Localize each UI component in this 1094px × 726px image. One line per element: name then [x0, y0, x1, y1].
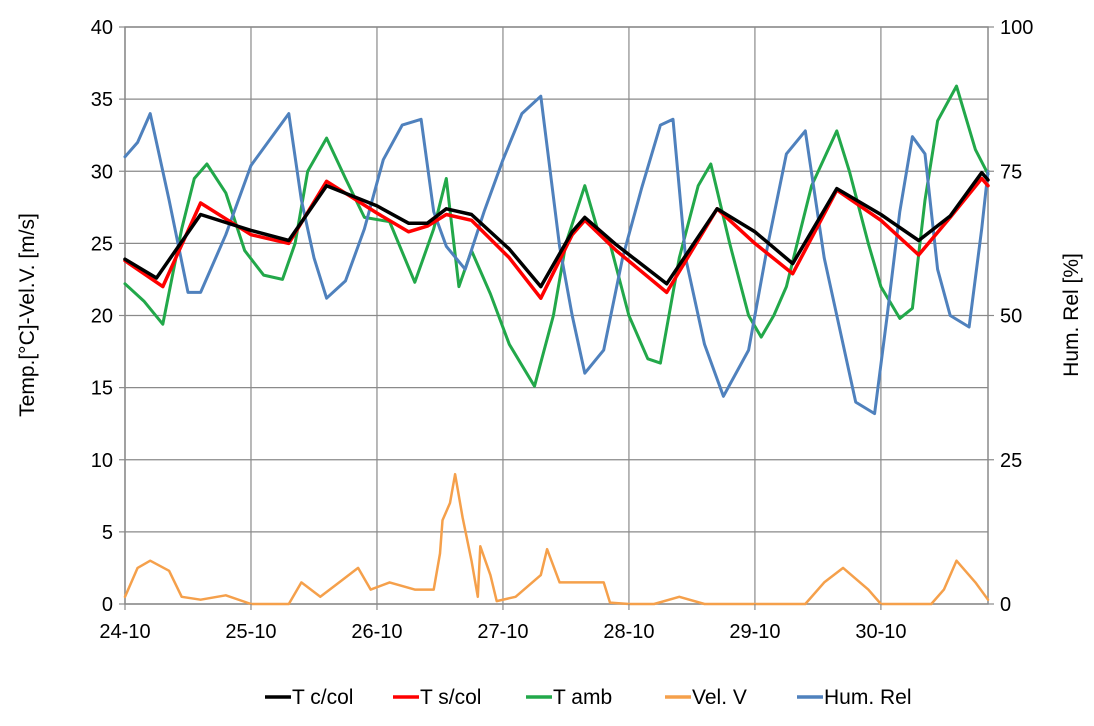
- x-axis-ticks: 24-10 25-10 26-10 27-10 28-10 29-10 30-10: [99, 604, 906, 643]
- left-axis-ticks: 0 5 10 15 20 25 30 35 40: [91, 17, 125, 616]
- legend-label: Hum. Rel: [824, 686, 912, 709]
- series-line-hum-rel: [123, 94, 990, 416]
- right-axis-ticks: 0 25 50 75 100: [988, 17, 1033, 616]
- x-tick-label: 25-10: [225, 621, 276, 643]
- right-tick-label: 50: [1000, 306, 1022, 328]
- left-tick-label: 5: [102, 522, 113, 544]
- right-tick-label: 75: [1000, 161, 1022, 183]
- legend: T c/col T s/col T amb Vel. V Hum. Rel: [265, 686, 912, 709]
- x-tick-label: 26-10: [351, 621, 402, 643]
- x-tick-label: 27-10: [477, 621, 528, 643]
- x-tick-label: 30-10: [855, 621, 906, 643]
- left-tick-label: 25: [91, 233, 113, 255]
- left-tick-label: 30: [91, 161, 113, 183]
- right-tick-label: 0: [1000, 594, 1011, 616]
- left-tick-label: 40: [91, 17, 113, 39]
- series-line-t-c-col: [123, 170, 990, 289]
- right-tick-label: 100: [1000, 17, 1033, 39]
- left-tick-label: 15: [91, 378, 113, 400]
- series-line-t-amb: [123, 84, 990, 388]
- series-line-t-s-col: [123, 176, 990, 300]
- left-tick-label: 10: [91, 450, 113, 472]
- x-tick-label: 28-10: [603, 621, 654, 643]
- left-axis-title: Temp.[°C]-Vel.V. [m/s]: [16, 213, 39, 417]
- x-tick-label: 24-10: [99, 621, 150, 643]
- legend-label: Vel. V: [692, 686, 747, 709]
- legend-label: T amb: [553, 686, 612, 709]
- legend-label: T s/col: [420, 686, 481, 709]
- right-tick-label: 25: [1000, 450, 1022, 472]
- x-tick-label: 29-10: [729, 621, 780, 643]
- series-lines: [123, 84, 990, 606]
- left-tick-label: 35: [91, 89, 113, 111]
- gridlines: [124, 26, 988, 605]
- legend-label: T c/col: [292, 686, 353, 709]
- left-tick-label: 20: [91, 306, 113, 328]
- right-axis-title: Hum. Rel [%]: [1060, 253, 1083, 377]
- series-line-vel-v: [123, 472, 990, 606]
- left-tick-label: 0: [102, 594, 113, 616]
